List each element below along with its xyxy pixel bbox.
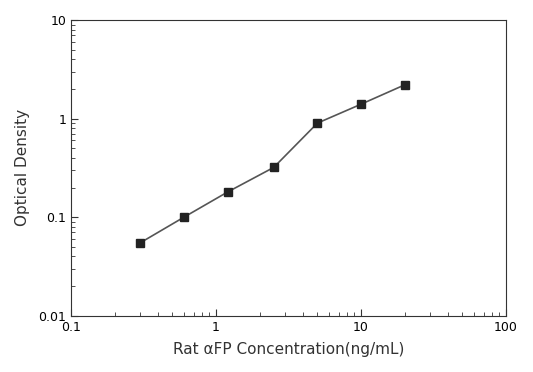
X-axis label: Rat αFP Concentration(ng/mL): Rat αFP Concentration(ng/mL) xyxy=(173,342,404,357)
Y-axis label: Optical Density: Optical Density xyxy=(15,109,30,227)
